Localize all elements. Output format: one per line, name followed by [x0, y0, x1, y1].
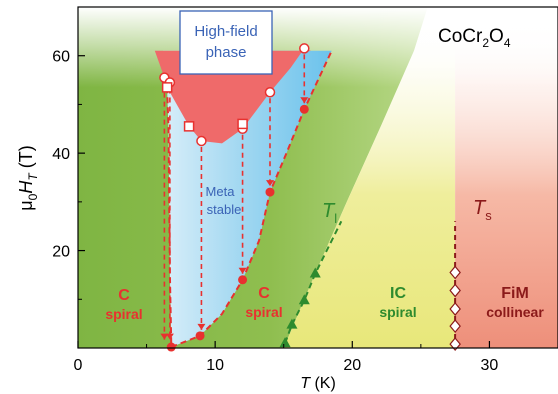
data-point-open-diamond-1 — [449, 319, 461, 334]
data-markers — [159, 43, 461, 352]
title-sub1: 2 — [482, 36, 489, 50]
phase-regions — [78, 7, 558, 348]
data-point-open-circle-5 — [299, 43, 310, 54]
data-point-open-diamond-4 — [449, 265, 461, 280]
y-axis-label: μ0HT (T) — [16, 145, 40, 210]
data-point-filled-circle-1 — [195, 331, 205, 341]
data-point-filled-triangle-3 — [309, 267, 321, 278]
sweep-arrow-head-5 — [300, 97, 309, 104]
high-field-label-1: High-field — [194, 23, 257, 40]
sweep-arrow-head-4 — [266, 180, 274, 187]
axes: 0 10 20 30 20 40 60 — [52, 6, 558, 374]
y-axis-label-mu-sub: 0 — [26, 193, 40, 200]
sweep-arrow-head-1 — [165, 333, 174, 340]
data-point-open-diamond-0 — [449, 337, 461, 352]
title-sub2: 4 — [504, 36, 511, 50]
data-point-open-diamond-3 — [449, 283, 461, 298]
title-mid: O — [489, 26, 504, 47]
c-spiral-left-label-2: spiral — [105, 306, 142, 322]
data-point-filled-circle-3 — [265, 187, 275, 197]
sweep-arrow-head-2 — [197, 323, 206, 330]
c-spiral-right-label-2: spiral — [245, 304, 282, 320]
data-point-filled-triangle-1 — [286, 318, 298, 329]
high-field-label-2: phase — [206, 44, 247, 61]
chart-title: CoCr2O4 — [438, 26, 511, 50]
right-phase-boundary — [170, 50, 333, 348]
metastable-label-2: stable — [207, 202, 242, 217]
ic-spiral-label-2: spiral — [379, 304, 416, 320]
y-axis-label-mu: μ — [16, 200, 36, 210]
fim-label-2: collinear — [486, 304, 544, 320]
y-axis-label-h-sub: T — [26, 172, 40, 181]
ts-label-var: T — [473, 197, 487, 219]
ts-label-sub: s — [485, 208, 492, 223]
x-axis-label-unit: (K) — [310, 375, 336, 392]
data-point-open-square-1 — [183, 121, 195, 132]
fim-label-1: FiM — [501, 285, 529, 302]
x-tick-label-0: 0 — [74, 357, 83, 374]
high-field-phase-box: High-field phase — [179, 10, 273, 75]
data-point-open-circle-2 — [196, 135, 207, 147]
field-sweep-arrows — [160, 54, 309, 340]
x-axis-label: T (K) — [300, 375, 336, 392]
tl-boundary-line — [284, 220, 343, 344]
data-point-filled-circle-4 — [299, 104, 309, 114]
data-point-open-square-2 — [237, 118, 248, 130]
ts-label: Ts — [473, 197, 492, 223]
y-tick-label-2: 60 — [52, 49, 70, 66]
sweep-arrow-head-0 — [160, 333, 169, 340]
high-field-box-frame — [179, 10, 273, 75]
data-point-open-square-0 — [161, 82, 173, 93]
x-tick-label-1: 10 — [206, 357, 224, 374]
tl-label: Tl — [322, 200, 337, 226]
data-point-open-diamond-2 — [449, 302, 461, 316]
metastable-label-1: Meta — [206, 184, 236, 199]
plot-frame — [77, 6, 558, 349]
c-spiral-left-label-1: C — [118, 287, 130, 304]
data-point-open-circle-4 — [264, 87, 276, 98]
data-point-filled-circle-0 — [166, 342, 176, 352]
y-tick-label-0: 20 — [52, 244, 70, 261]
x-axis-label-var: T — [300, 375, 311, 392]
tl-label-var: T — [322, 200, 336, 222]
y-axis-ticks: 20 40 60 — [52, 49, 85, 300]
sweep-arrow-head-3 — [238, 267, 247, 274]
y-axis-label-unit: (T) — [16, 145, 36, 173]
y-axis-label-h: H — [16, 180, 36, 194]
ic-spiral-label-1: IC — [390, 285, 406, 302]
data-point-filled-triangle-2 — [298, 294, 310, 305]
tl-label-sub: l — [334, 211, 337, 226]
title-main: CoCr — [438, 26, 483, 47]
c-spiral-right-label-1: C — [258, 285, 270, 302]
y-tick-label-1: 40 — [52, 146, 70, 163]
data-point-filled-triangle-0 — [279, 337, 291, 348]
x-axis-ticks: 0 10 20 30 — [74, 341, 499, 374]
data-point-filled-circle-2 — [238, 275, 248, 285]
x-tick-label-3: 30 — [481, 357, 499, 374]
x-tick-label-2: 20 — [343, 357, 361, 374]
